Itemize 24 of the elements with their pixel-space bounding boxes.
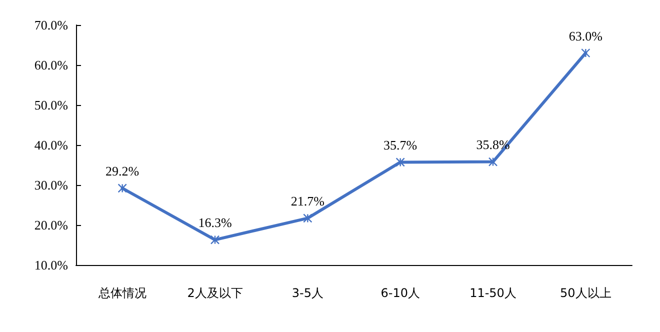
point: [210, 235, 220, 244]
x-tick-label: 3-5人: [292, 286, 324, 300]
y-tick-label: 60.0%: [34, 58, 68, 72]
x-tick-label: 6-10人: [380, 286, 420, 300]
data-label: 35.7%: [384, 138, 418, 153]
y-tick-label: 70.0%: [34, 18, 68, 32]
data-label: 63.0%: [568, 28, 603, 44]
point: [396, 158, 405, 167]
data-label: 16.3%: [198, 215, 232, 230]
data-label: 29.2%: [106, 164, 140, 179]
y-tick-label: 10.0%: [34, 258, 68, 272]
data-label: 21.7%: [290, 194, 325, 209]
x-tick-label: 总体情况: [97, 286, 146, 300]
point: [303, 214, 312, 223]
y-tick-label: 20.0%: [34, 218, 68, 232]
x-tick-label: 2人及以下: [187, 286, 243, 300]
y-tick-label: 40.0%: [34, 138, 68, 152]
y-tick-label: 30.0%: [34, 178, 68, 192]
x-tick-label: 50人以上: [560, 286, 612, 300]
y-tick-label: 50.0%: [34, 98, 68, 112]
x-tick-label: 11-50人: [470, 286, 516, 300]
point: [581, 48, 590, 58]
point: [118, 184, 127, 193]
point: [488, 157, 498, 166]
